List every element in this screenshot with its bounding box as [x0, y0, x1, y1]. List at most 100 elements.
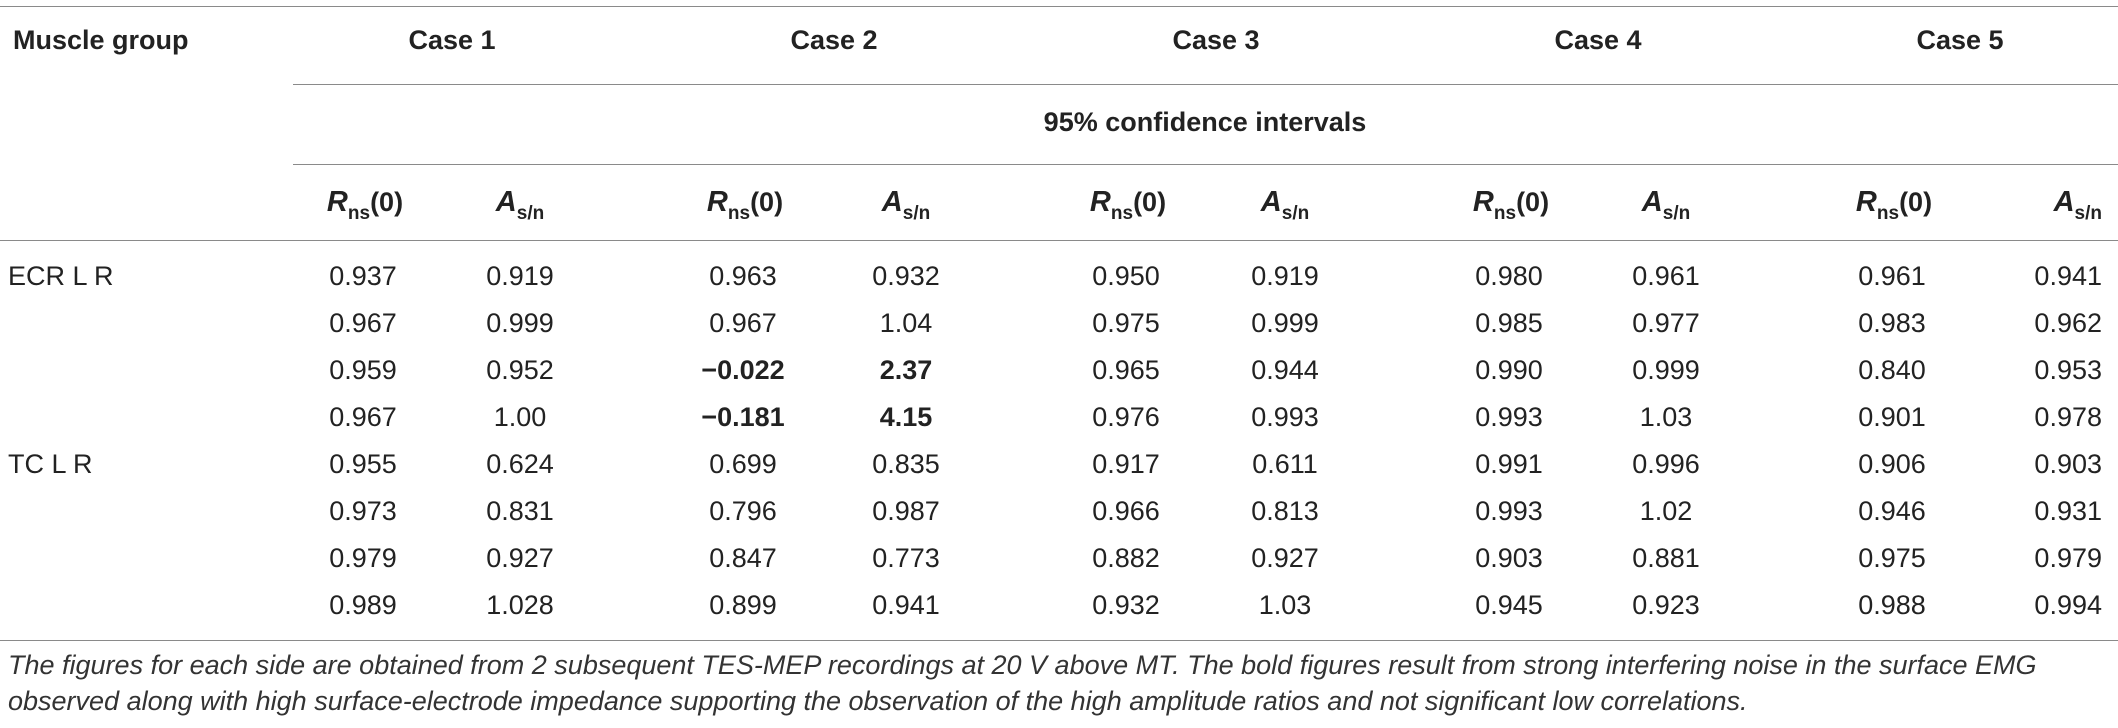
case-1-header: Case 1: [408, 25, 496, 55]
table-cell: 0.966: [1092, 496, 1160, 526]
table-cell: 0.881: [1632, 543, 1700, 573]
table-cell: 0.937: [329, 261, 397, 291]
table-cell: 0.941: [872, 590, 940, 620]
bottom-rule: [0, 640, 2118, 641]
table-cell: 0.983: [1858, 308, 1926, 338]
table-cell: 0.977: [1632, 308, 1700, 338]
table-cell: 1.03: [1258, 590, 1312, 620]
rns-symbol: R: [1855, 186, 1877, 218]
table-cell: 0.965: [1092, 355, 1160, 385]
asn-column-header: As/n: [495, 186, 545, 224]
case-5-header: Case 5: [1916, 25, 2004, 55]
table-cell: 0.985: [1475, 308, 1543, 338]
table-cell: 0.993: [1251, 402, 1319, 432]
asn-symbol: A: [495, 186, 517, 218]
rns-column-header: Rns(0): [706, 186, 784, 224]
table-cell: 0.979: [329, 543, 397, 573]
rns-subscript: ns: [727, 203, 751, 224]
table-cell: 0.967: [709, 308, 777, 338]
table-footnote: The figures for each side are obtained f…: [8, 650, 2037, 716]
table-cell: 0.919: [486, 261, 554, 291]
table-cell: 1.028: [486, 590, 554, 620]
table-cell: 0.987: [872, 496, 940, 526]
table-cell: 0.923: [1632, 590, 1700, 620]
table-cell: 1.00: [493, 402, 547, 432]
table-cell: 0.993: [1475, 402, 1543, 432]
table-cell: 1.03: [1639, 402, 1693, 432]
table-cell: 0.975: [1858, 543, 1926, 573]
table-cell: 0.999: [486, 308, 554, 338]
table-cell: 0.796: [709, 496, 777, 526]
table-cell: 0.999: [1632, 355, 1700, 385]
table-cell: 0.962: [2034, 308, 2102, 338]
case-4-header: Case 4: [1554, 25, 1642, 55]
table-cell: 0.991: [1475, 449, 1543, 479]
table-cell: 4.15: [879, 402, 933, 432]
rns-subscript: ns: [1493, 203, 1517, 224]
table-cell: 0.963: [709, 261, 777, 291]
table-cell: 0.899: [709, 590, 777, 620]
table-cell: 0.978: [2034, 402, 2102, 432]
rns-argument: (0): [750, 187, 784, 217]
table-cell: 0.980: [1475, 261, 1543, 291]
asn-subscript: s/n: [516, 203, 545, 224]
rns-symbol: R: [1472, 186, 1494, 218]
table-cell: 0.961: [1858, 261, 1926, 291]
table-cell: 0.944: [1251, 355, 1319, 385]
table-cell: 0.882: [1092, 543, 1160, 573]
table-cell: 0.996: [1632, 449, 1700, 479]
table-cell: 0.973: [329, 496, 397, 526]
table-cell: 0.906: [1858, 449, 1926, 479]
case-header-rule: [293, 84, 2118, 85]
rns-subscript: ns: [347, 203, 371, 224]
rns-column-header: Rns(0): [326, 186, 403, 224]
table-cell: 0.847: [709, 543, 777, 573]
asn-column-header: As/n: [1641, 186, 1691, 224]
table-cell: 0.955: [329, 449, 397, 479]
table-cell: 0.927: [486, 543, 554, 573]
table-cell: 0.976: [1092, 402, 1160, 432]
rns-symbol: R: [326, 186, 348, 218]
case-3-header: Case 3: [1172, 25, 1260, 55]
table-cell: 0.932: [1092, 590, 1160, 620]
rns-symbol: R: [1089, 186, 1111, 218]
asn-symbol: A: [1641, 186, 1663, 218]
rns-subscript: ns: [1876, 203, 1900, 224]
table-cell: 0.967: [329, 402, 397, 432]
table-cell: 0.990: [1475, 355, 1543, 385]
rns-column-header: Rns(0): [1855, 186, 1932, 224]
table-cell: 0.961: [1632, 261, 1700, 291]
table-cell: −0.181: [701, 402, 785, 432]
asn-subscript: s/n: [1281, 203, 1310, 224]
asn-symbol: A: [1260, 186, 1282, 218]
top-rule: [0, 6, 2118, 7]
table-cell: 0.773: [872, 543, 940, 573]
asn-subscript: s/n: [1662, 203, 1691, 224]
table-cell: 0.945: [1475, 590, 1543, 620]
rns-symbol: R: [706, 186, 728, 218]
asn-column-header: As/n: [1260, 186, 1310, 224]
table-cell: 0.835: [872, 449, 940, 479]
table-cell: 2.37: [879, 355, 933, 385]
table-cell: 0.927: [1251, 543, 1319, 573]
table-cell: −0.022: [701, 355, 785, 385]
table-cell: 0.813: [1251, 496, 1319, 526]
table-cell: 0.953: [2034, 355, 2102, 385]
table-cell: 0.840: [1858, 355, 1926, 385]
table-cell: 0.624: [486, 449, 554, 479]
subheader-rule: [293, 164, 2118, 165]
asn-column-header: As/n: [2053, 186, 2102, 224]
asn-subscript: s/n: [2074, 203, 2102, 224]
table-cell: 1.04: [879, 308, 933, 338]
table-cell: 0.903: [1475, 543, 1543, 573]
table-cell: 0.919: [1251, 261, 1319, 291]
table-cell: 0.917: [1092, 449, 1160, 479]
table-cell: 0.903: [2034, 449, 2102, 479]
table-cell: 0.959: [329, 355, 397, 385]
rns-argument: (0): [1516, 187, 1550, 217]
table-cell: 0.988: [1858, 590, 1926, 620]
table-cell: 0.831: [486, 496, 554, 526]
case-2-header: Case 2: [790, 25, 878, 55]
table-cell: 0.950: [1092, 261, 1160, 291]
asn-symbol: A: [2053, 186, 2075, 218]
